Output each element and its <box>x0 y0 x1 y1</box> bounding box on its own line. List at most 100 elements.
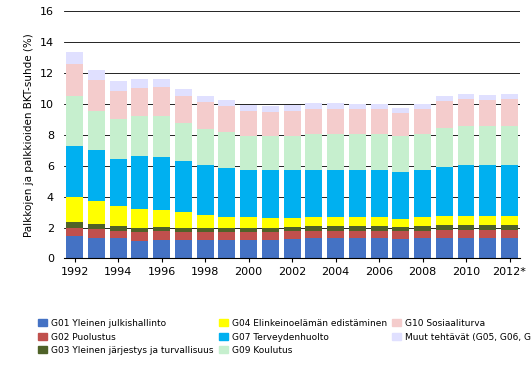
Bar <box>392 219 409 227</box>
Bar <box>131 241 148 258</box>
Bar <box>175 95 192 122</box>
Bar <box>414 238 431 258</box>
Bar <box>240 111 257 136</box>
Bar <box>349 109 366 134</box>
Bar <box>262 240 279 258</box>
Bar <box>66 228 83 236</box>
Bar <box>196 240 213 258</box>
Legend: G01 Yleinen julkishallinto, G02 Puolustus, G03 Yleinen järjestys ja turvallisuus: G01 Yleinen julkishallinto, G02 Puolustu… <box>37 317 531 357</box>
Bar <box>262 228 279 232</box>
Bar <box>392 239 409 258</box>
Bar <box>327 226 344 231</box>
Bar <box>218 168 235 217</box>
Bar <box>327 231 344 238</box>
Bar <box>66 222 83 228</box>
Bar <box>327 109 344 134</box>
Bar <box>88 80 105 111</box>
Bar <box>349 217 366 226</box>
Bar <box>305 231 322 238</box>
Bar <box>501 216 518 225</box>
Bar <box>479 216 496 225</box>
Bar <box>153 231 170 240</box>
Bar <box>196 232 213 240</box>
Bar <box>109 238 126 258</box>
Bar <box>305 238 322 258</box>
Bar <box>131 228 148 232</box>
Bar <box>196 228 213 232</box>
Bar <box>501 225 518 230</box>
Bar <box>66 64 83 95</box>
Bar <box>196 103 213 129</box>
Bar <box>109 231 126 238</box>
Bar <box>218 240 235 258</box>
Bar <box>88 70 105 80</box>
Bar <box>196 165 213 215</box>
Bar <box>109 91 126 119</box>
Bar <box>501 94 518 100</box>
Bar <box>153 79 170 87</box>
Bar <box>458 94 475 100</box>
Bar <box>414 104 431 109</box>
Bar <box>218 106 235 132</box>
Bar <box>479 165 496 216</box>
Bar <box>66 197 83 222</box>
Bar <box>284 136 301 170</box>
Bar <box>240 136 257 169</box>
Bar <box>501 165 518 216</box>
Bar <box>262 170 279 218</box>
Bar <box>371 169 388 217</box>
Bar <box>501 230 518 238</box>
Bar <box>240 217 257 228</box>
Bar <box>262 112 279 136</box>
Bar <box>175 122 192 161</box>
Bar <box>392 112 409 136</box>
Bar <box>66 236 83 258</box>
Bar <box>305 169 322 217</box>
Bar <box>392 108 409 112</box>
Bar <box>131 79 148 88</box>
Bar <box>436 230 453 238</box>
Bar <box>262 232 279 240</box>
Bar <box>414 217 431 226</box>
Bar <box>327 134 344 169</box>
Bar <box>153 227 170 231</box>
Bar <box>479 225 496 230</box>
Bar <box>371 217 388 226</box>
Bar <box>458 165 475 216</box>
Bar <box>349 134 366 169</box>
Bar <box>305 103 322 109</box>
Bar <box>284 111 301 136</box>
Bar <box>240 105 257 111</box>
Bar <box>175 161 192 212</box>
Bar <box>284 239 301 258</box>
Bar <box>371 134 388 169</box>
Bar <box>479 100 496 127</box>
Bar <box>371 109 388 134</box>
Bar <box>175 240 192 258</box>
Bar <box>458 230 475 238</box>
Bar <box>349 104 366 109</box>
Bar <box>327 238 344 258</box>
Bar <box>436 166 453 216</box>
Bar <box>458 238 475 258</box>
Bar <box>458 127 475 165</box>
Bar <box>131 209 148 228</box>
Bar <box>327 169 344 217</box>
Bar <box>371 231 388 238</box>
Bar <box>240 228 257 232</box>
Bar <box>109 159 126 206</box>
Bar <box>501 127 518 165</box>
Bar <box>479 238 496 258</box>
Bar <box>131 156 148 209</box>
Bar <box>131 116 148 156</box>
Bar <box>327 217 344 226</box>
Bar <box>392 136 409 172</box>
Bar <box>240 240 257 258</box>
Bar <box>436 95 453 101</box>
Bar <box>218 132 235 168</box>
Bar <box>458 100 475 127</box>
Bar <box>436 238 453 258</box>
Bar <box>218 100 235 106</box>
Bar <box>109 119 126 159</box>
Bar <box>414 109 431 134</box>
